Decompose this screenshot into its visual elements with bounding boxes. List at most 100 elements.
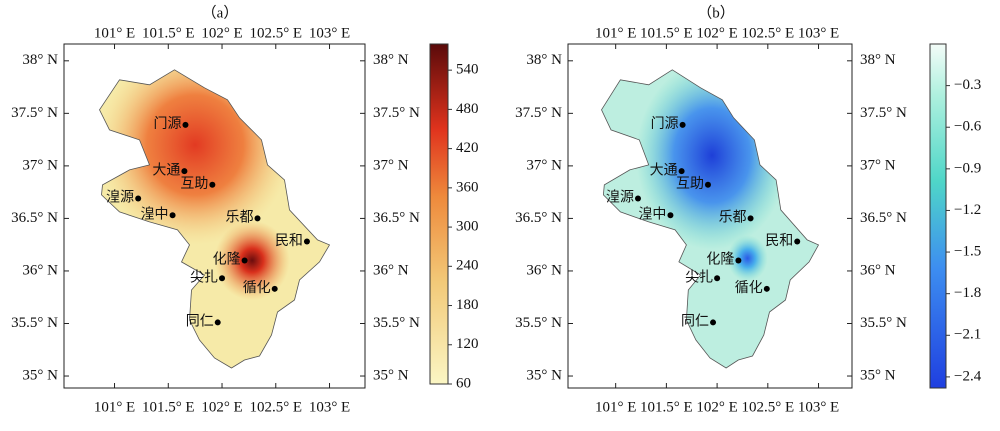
city-label: 化隆 [213, 252, 241, 268]
city-dot [182, 121, 189, 128]
y-tick-label: 37° N [526, 157, 562, 173]
city-label: 大通 [650, 162, 678, 178]
city-dot [634, 195, 641, 202]
city-dot [209, 181, 216, 188]
colorbar [429, 43, 449, 385]
city-label: 尖扎 [685, 270, 713, 286]
x-tick-label: 101.5° E [640, 25, 693, 41]
y-tick-label: 35° N [526, 367, 562, 383]
city-dot [219, 275, 226, 282]
x-tick-label: 102° E [201, 399, 242, 415]
y-tick-label: 37.5° N [515, 105, 562, 121]
colorbar-tick-label: −1.5 [954, 244, 981, 260]
city-label: 民和 [765, 233, 793, 249]
y-tick-label: 35.5° N [860, 315, 907, 331]
region-border [99, 69, 331, 369]
city-label: 民和 [275, 233, 303, 249]
panel-label: （b） [697, 4, 735, 21]
panel-label: （a） [202, 4, 239, 21]
x-tick-label: 101.5° E [640, 399, 693, 415]
city-dot [747, 215, 754, 222]
y-tick-label: 35° N [860, 367, 896, 383]
colorbar-tick-label: 180 [456, 297, 479, 313]
city-label: 门源 [153, 116, 181, 132]
city-dot [303, 238, 310, 245]
x-tick-label: 103° E [309, 25, 350, 41]
x-tick-label: 101.5° E [142, 25, 195, 41]
x-tick-label: 102.5° E [741, 399, 794, 415]
colorbar-tick-label: 300 [456, 219, 479, 235]
y-tick-label: 38° N [860, 52, 896, 68]
x-tick-label: 101° E [94, 399, 135, 415]
y-tick-label: 38° N [373, 52, 409, 68]
field-blob [214, 220, 290, 301]
y-tick-label: 37° N [860, 157, 896, 173]
colorbar-tick-label: 360 [456, 179, 479, 195]
city-dot [714, 275, 721, 282]
y-tick-label: 37.5° N [860, 105, 907, 121]
city-label: 大通 [152, 162, 180, 178]
city-dot [678, 168, 685, 175]
city-dot [241, 257, 248, 264]
city-dot [679, 121, 686, 128]
x-tick-label: 101° E [595, 25, 636, 41]
field-blob [727, 235, 768, 282]
city-dot [667, 212, 674, 219]
city-label: 互助 [180, 176, 208, 192]
y-tick-label: 36° N [860, 262, 896, 278]
colorbar-tick-label: 540 [456, 62, 479, 78]
y-tick-label: 38° N [526, 52, 562, 68]
y-tick-label: 36.5° N [373, 210, 420, 226]
y-tick-label: 36° N [373, 262, 409, 278]
y-tick-label: 35.5° N [11, 315, 58, 331]
colorbar-tick-label: 480 [456, 101, 479, 117]
city-label: 循化 [735, 280, 763, 296]
city-label: 湟中 [638, 206, 666, 222]
city-label: 同仁 [186, 314, 214, 330]
y-tick-label: 35° N [373, 367, 409, 383]
y-tick-label: 35.5° N [373, 315, 420, 331]
y-tick-label: 36° N [526, 262, 562, 278]
colorbar-tick-label: −1.8 [954, 285, 981, 301]
city-label: 乐都 [226, 210, 254, 226]
city-label: 湟中 [141, 206, 169, 222]
colorbar-tick-label: 120 [456, 336, 479, 352]
city-dot [704, 181, 711, 188]
y-tick-label: 36.5° N [515, 210, 562, 226]
y-tick-label: 36° N [22, 262, 58, 278]
region-border [601, 69, 820, 369]
x-tick-label: 101° E [595, 399, 636, 415]
y-tick-label: 35.5° N [515, 315, 562, 331]
city-label: 门源 [651, 116, 679, 132]
x-tick-label: 102° E [696, 25, 737, 41]
city-label: 同仁 [681, 314, 709, 330]
city-label: 乐都 [719, 210, 747, 226]
colorbar-tick-label: 420 [456, 140, 479, 156]
city-dot [735, 257, 742, 264]
colorbar-tick-label: −2.1 [954, 327, 981, 343]
y-tick-label: 36.5° N [11, 210, 58, 226]
y-tick-label: 38° N [22, 52, 58, 68]
city-dot [271, 285, 278, 292]
city-label: 循化 [243, 280, 271, 296]
colorbar-tick-label: 240 [456, 258, 479, 274]
y-tick-label: 35° N [22, 367, 58, 383]
city-dot [214, 319, 221, 326]
x-tick-label: 103° E [309, 399, 350, 415]
x-tick-label: 101.5° E [142, 399, 195, 415]
y-tick-label: 37° N [22, 157, 58, 173]
city-label: 互助 [676, 176, 704, 192]
city-dot [254, 215, 261, 222]
city-dot [135, 195, 142, 202]
x-tick-label: 101° E [94, 25, 135, 41]
city-dot [169, 212, 176, 219]
x-tick-label: 103° E [798, 399, 839, 415]
colorbar-tick-label: −0.6 [954, 119, 982, 135]
city-dot [181, 168, 188, 175]
y-tick-label: 37.5° N [11, 105, 58, 121]
colorbar-tick-label: −0.9 [954, 160, 981, 176]
y-tick-label: 37.5° N [373, 105, 420, 121]
